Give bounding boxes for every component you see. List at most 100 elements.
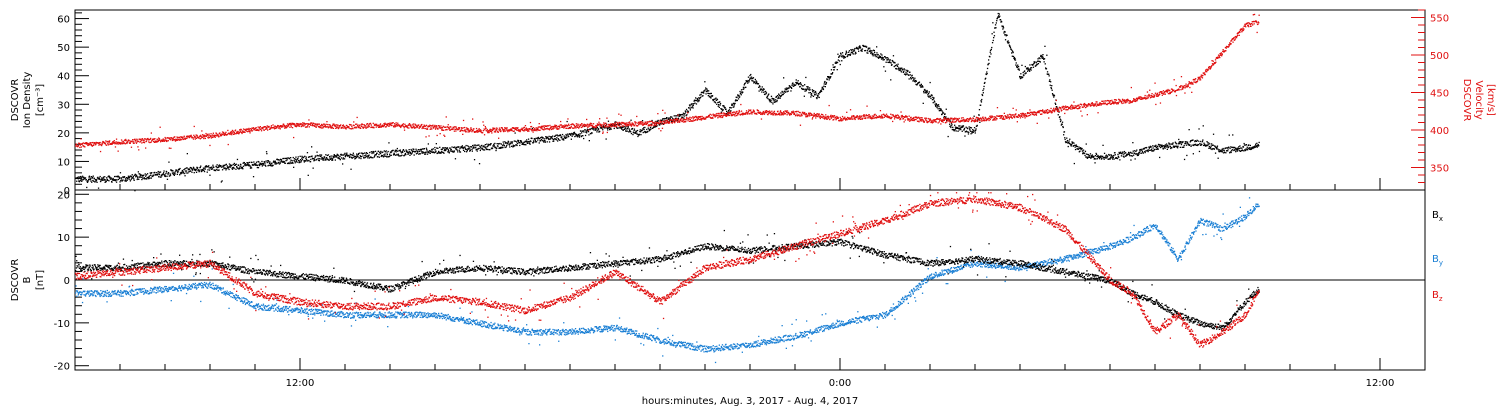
density-series-point [344, 152, 346, 154]
density-series-point [1030, 67, 1033, 69]
velocity-series-point [547, 128, 549, 130]
density-series-point [1043, 58, 1046, 60]
velocity-series-point [596, 125, 598, 127]
density-series-point [778, 97, 780, 99]
density-series-point [418, 149, 420, 151]
density-series-point [744, 86, 746, 89]
density-series-point [217, 166, 219, 168]
density-series-point [368, 157, 371, 159]
density-series-point [991, 33, 993, 35]
density-series-point [1217, 157, 1219, 159]
velocity-series-point [311, 124, 313, 127]
density-series-point [327, 158, 329, 161]
density-series-point [366, 156, 368, 158]
density-series-point [939, 107, 941, 110]
density-series-point [791, 87, 793, 89]
density-series-point [837, 53, 839, 55]
velocity-series-point [273, 126, 275, 128]
density-series-point [505, 146, 507, 148]
velocity-series-point [484, 126, 486, 128]
velocity-series-point [304, 126, 307, 128]
velocity-series-point [376, 123, 378, 125]
density-series-point [1223, 150, 1225, 152]
density-series-point [307, 160, 309, 162]
density-series-point [407, 151, 410, 153]
density-series-point [714, 102, 717, 104]
density-series-point [489, 149, 491, 151]
velocity-series-point [573, 124, 575, 126]
density-series-point [884, 70, 887, 72]
velocity-series-point [290, 126, 292, 128]
density-series-point [190, 167, 192, 169]
density-series-point [1033, 62, 1035, 65]
density-series-point [291, 162, 293, 164]
density-series-point [1102, 144, 1104, 146]
velocity-series-point [747, 112, 749, 114]
density-series-point [137, 177, 139, 179]
velocity-series-point [521, 128, 523, 131]
velocity-series-point [332, 123, 334, 125]
velocity-series-point [113, 142, 115, 144]
density-series-point [1208, 142, 1210, 144]
density-series-point [1222, 147, 1224, 150]
density-series-point [192, 168, 194, 170]
density-series-point [835, 62, 837, 64]
density-series-point [445, 149, 447, 151]
velocity-series-point [293, 124, 296, 126]
velocity-series-point [329, 124, 331, 126]
velocity-series-point [258, 129, 260, 132]
velocity-series-point [730, 114, 732, 117]
density-series-point [247, 162, 249, 164]
density-series-point [201, 170, 203, 172]
density-series-point [520, 140, 522, 142]
velocity-series-point [108, 141, 110, 143]
density-series-point [731, 104, 733, 106]
density-series-point [1063, 131, 1066, 133]
density-series-point [457, 151, 459, 153]
velocity-series-point [447, 124, 449, 126]
density-series-point [429, 150, 431, 152]
density-series-point [843, 57, 845, 59]
velocity-series-point [559, 127, 561, 129]
density-series-point [825, 81, 828, 84]
density-series-point [438, 150, 440, 153]
density-series-point [563, 135, 565, 137]
density-series-point [709, 95, 711, 97]
velocity-series-point [684, 118, 686, 121]
density-tick-label: 0 [64, 186, 70, 197]
velocity-series-point [114, 141, 116, 144]
density-series-point [150, 174, 152, 176]
density-series-point [1183, 146, 1185, 148]
velocity-series-point [648, 121, 650, 123]
density-series-point [944, 113, 946, 115]
density-series-point [1025, 68, 1028, 70]
density-series-point [964, 135, 966, 137]
velocity-series-point [581, 123, 583, 125]
density-series-point [1048, 75, 1050, 77]
velocity-series-point [355, 123, 357, 125]
density-series-point [925, 90, 927, 92]
velocity-series-point [332, 127, 335, 129]
density-series-point [889, 59, 891, 61]
velocity-series-point [89, 142, 92, 144]
density-series-point [76, 180, 78, 182]
density-series-point [1219, 149, 1221, 151]
density-series-point [829, 76, 831, 78]
density-series-point [685, 108, 688, 111]
density-series-point [950, 125, 952, 127]
velocity-series-point [526, 128, 528, 130]
density-series-point [1216, 148, 1218, 150]
velocity-series-point [388, 123, 390, 125]
velocity-series-point [202, 134, 204, 136]
density-series-point [1092, 155, 1094, 157]
velocity-series-point [300, 123, 302, 125]
velocity-series-point [366, 123, 368, 125]
density-series-point [775, 95, 777, 98]
density-series-point [931, 94, 933, 97]
velocity-series-point [211, 134, 214, 136]
velocity-series-point [196, 135, 198, 137]
velocity-series-point [179, 136, 181, 139]
velocity-series-point [707, 115, 709, 118]
density-series-point [936, 106, 938, 109]
velocity-series-point [365, 125, 367, 127]
